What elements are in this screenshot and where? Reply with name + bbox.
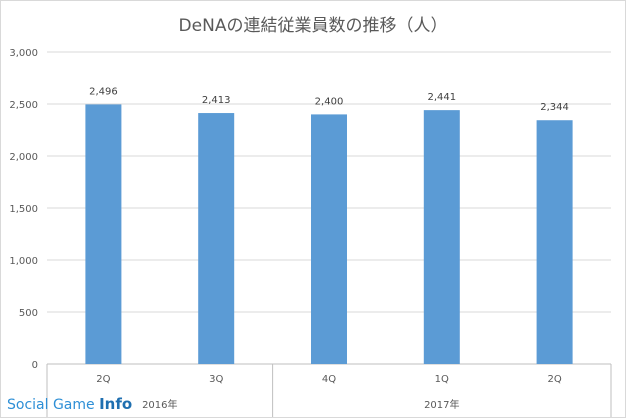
x-group-label: 2016年	[142, 398, 177, 411]
data-label: 2,413	[202, 95, 231, 106]
x-tick-label: 3Q	[209, 374, 223, 385]
y-tick-label: 0	[32, 360, 38, 371]
y-tick-label: 2,000	[9, 152, 38, 163]
x-tick-label: 1Q	[435, 374, 449, 385]
y-tick-label: 1,500	[9, 204, 38, 215]
data-label: 2,496	[89, 86, 118, 97]
y-tick-label: 1,000	[9, 256, 38, 267]
bar-4Q	[311, 114, 347, 365]
x-tick-label: 4Q	[322, 374, 336, 385]
data-label: 2,400	[315, 96, 344, 107]
y-tick-label: 500	[19, 308, 38, 319]
x-tick-label: 2Q	[547, 374, 561, 385]
bar-3Q	[198, 113, 235, 364]
data-label: 2,344	[540, 102, 569, 113]
chart-title: DeNAの連結従業員数の推移（人）	[179, 16, 448, 36]
x-axis: 2Q 3Q 4Q 1Q 2Q 2016年 2017年	[46, 364, 612, 417]
watermark-text-info: Info	[99, 395, 132, 413]
bars	[85, 104, 573, 365]
bar-2Q	[85, 104, 122, 364]
bar-1Q	[423, 110, 460, 364]
y-tick-label: 3,000	[9, 48, 38, 59]
x-group-label: 2017年	[424, 398, 459, 411]
watermark-text-social-game: Social Game	[7, 397, 99, 413]
data-labels: 2,496 2,413 2,400 2,441 2,344	[89, 86, 569, 113]
y-tick-label: 2,500	[9, 100, 38, 111]
x-tick-label: 2Q	[96, 374, 110, 385]
data-label: 2,441	[427, 92, 456, 103]
bar-2Q	[536, 120, 573, 364]
watermark-logo: Social Game Info	[7, 395, 132, 413]
y-axis-ticks: 0 500 1,000 1,500 2,000 2,500 3,000	[9, 48, 38, 371]
